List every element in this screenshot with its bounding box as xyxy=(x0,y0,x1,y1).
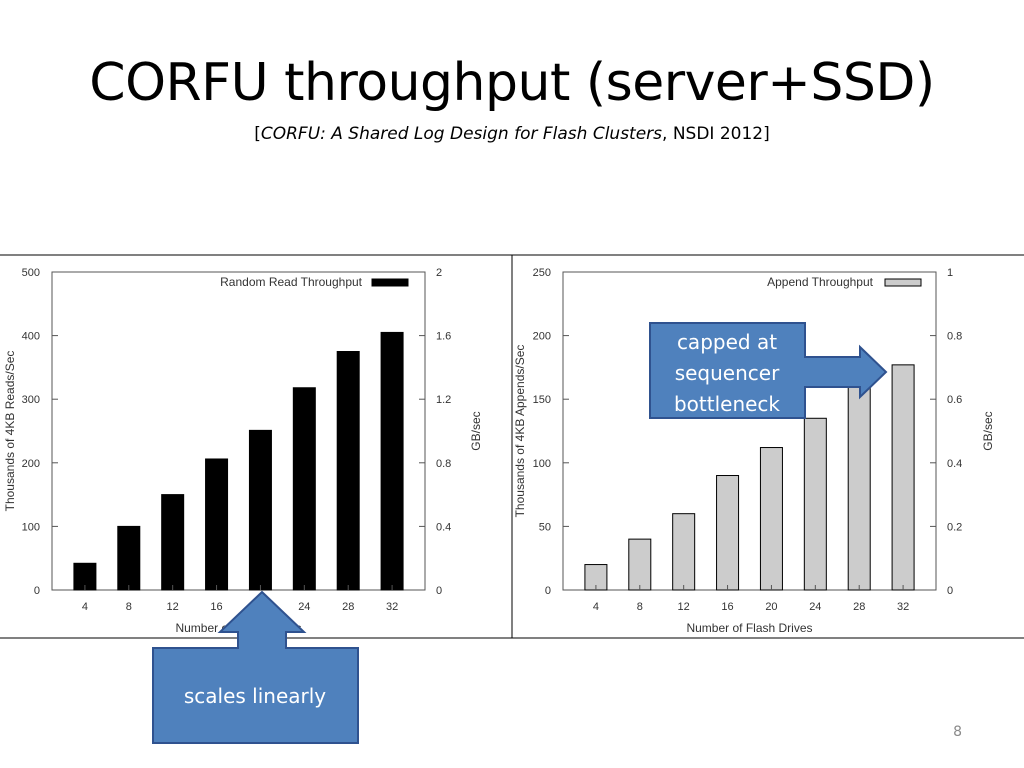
legend-label: Append Throughput xyxy=(767,275,874,289)
bar-12 xyxy=(161,494,185,591)
x-tick-label: 20 xyxy=(765,601,777,613)
callout-capped-text-line: capped at xyxy=(677,330,777,354)
x-tick-label: 24 xyxy=(298,601,310,613)
y2-tick-label: 0.4 xyxy=(436,521,451,533)
y-tick-label: 200 xyxy=(533,331,551,343)
subtitle-paper-title: CORFU: A Shared Log Design for Flash Clu… xyxy=(260,124,663,144)
y2-tick-label: 0.8 xyxy=(436,458,451,470)
y-tick-label: 0 xyxy=(545,585,551,597)
x-tick-label: 16 xyxy=(721,601,733,613)
x-tick-label: 4 xyxy=(593,601,599,613)
y2-tick-label: 0.4 xyxy=(947,458,962,470)
x-tick-label: 16 xyxy=(210,601,222,613)
y-tick-label: 0 xyxy=(34,585,40,597)
bar-20 xyxy=(759,447,783,591)
y-tick-label: 250 xyxy=(533,267,551,279)
x-tick-label: 8 xyxy=(637,601,643,613)
y2-tick-label: 0.8 xyxy=(947,331,962,343)
plot-area-frame xyxy=(562,271,937,591)
callout-capped-shape xyxy=(649,322,888,419)
y-axis-label: Thousands of 4KB Reads/Sec xyxy=(3,351,17,512)
x-tick-label: 28 xyxy=(342,601,354,613)
bar-20 xyxy=(248,429,272,591)
x-tick-label: 8 xyxy=(126,601,132,613)
y2-axis-label: GB/sec xyxy=(469,411,483,450)
bar-28 xyxy=(847,383,871,591)
bar-8 xyxy=(117,525,141,591)
y2-axis-label: GB/sec xyxy=(981,411,995,450)
subtitle-open: [ xyxy=(254,124,261,144)
callout-capped-text-line: bottleneck xyxy=(674,392,780,416)
y2-tick-label: 1 xyxy=(947,267,953,279)
y-tick-label: 400 xyxy=(22,331,40,343)
slide-title: CORFU throughput (server+SSD) xyxy=(89,53,935,113)
subtitle-venue: , NSDI 2012] xyxy=(662,124,770,144)
y2-tick-label: 0 xyxy=(436,585,442,597)
bar-32 xyxy=(380,331,404,591)
callout-scales-linearly-shape xyxy=(152,590,359,744)
y2-tick-label: 0.6 xyxy=(947,394,962,406)
bar-24 xyxy=(803,417,827,591)
x-tick-label: 12 xyxy=(167,601,179,613)
y-tick-label: 200 xyxy=(22,458,40,470)
bar-16 xyxy=(205,458,229,591)
legend-swatch xyxy=(884,278,922,287)
chart-2: 0 50 100 150 200 250 0 0.2 0.4 0.6 0.8 1 4 8 12 16 20 24 2… xyxy=(513,267,995,635)
bar-16 xyxy=(716,475,740,591)
y-tick-label: 100 xyxy=(22,521,40,533)
x-tick-label: 32 xyxy=(897,601,909,613)
legend-swatch xyxy=(371,278,409,287)
y2-tick-label: 0 xyxy=(947,585,953,597)
y-tick-label: 50 xyxy=(539,521,551,533)
callout-scales-linearly-text: scales linearly xyxy=(184,684,326,708)
y2-tick-label: 1.6 xyxy=(436,331,451,343)
plot-area-frame xyxy=(51,271,426,591)
bar-32 xyxy=(891,364,915,591)
legend-label: Random Read Throughput xyxy=(220,275,363,289)
page-number: 8 xyxy=(953,724,962,740)
y-tick-label: 300 xyxy=(22,394,40,406)
y-tick-label: 100 xyxy=(533,458,551,470)
bar-8 xyxy=(628,538,652,591)
bar-12 xyxy=(672,513,696,591)
bar-28 xyxy=(336,351,360,591)
x-tick-label: 24 xyxy=(809,601,821,613)
slide-subtitle: [CORFU: A Shared Log Design for Flash Cl… xyxy=(0,122,1024,146)
x-axis-label: Number of Flash Drives xyxy=(686,621,812,635)
y-tick-label: 500 xyxy=(22,267,40,279)
x-tick-label: 12 xyxy=(678,601,690,613)
bar-24 xyxy=(292,387,316,591)
y-tick-label: 150 xyxy=(533,394,551,406)
x-tick-label: 28 xyxy=(853,601,865,613)
y-axis-label: Thousands of 4KB Appends/Sec xyxy=(513,345,527,518)
x-tick-label: 32 xyxy=(386,601,398,613)
y2-tick-label: 0.2 xyxy=(947,521,962,533)
x-tick-label: 4 xyxy=(82,601,88,613)
y2-tick-label: 1.2 xyxy=(436,394,451,406)
chart-1: 010020030040050000.40.81.21.624812162024… xyxy=(3,267,483,635)
y2-tick-label: 2 xyxy=(436,267,442,279)
callout-capped-text-line: sequencer xyxy=(675,361,780,385)
